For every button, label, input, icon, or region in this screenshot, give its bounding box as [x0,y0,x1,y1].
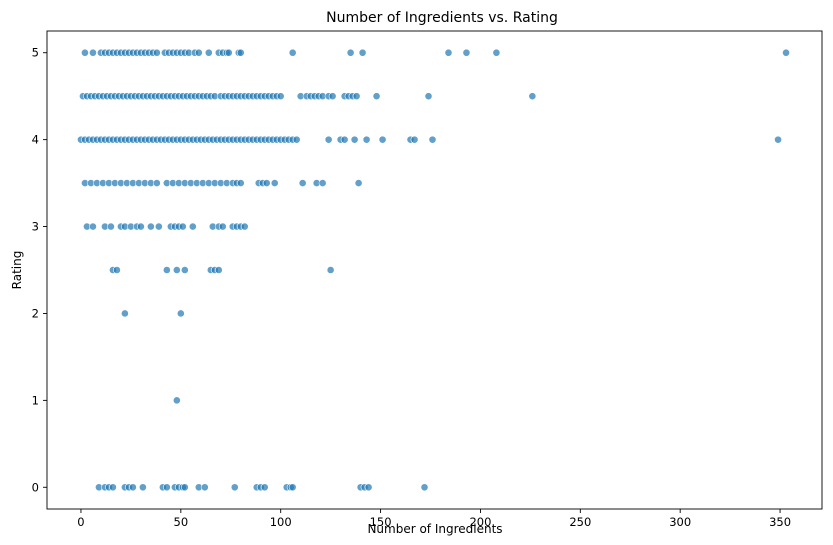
data-point [782,48,790,57]
data-point [178,222,187,231]
data-point [378,135,387,144]
data-point [152,48,161,57]
data-point [362,135,371,144]
data-point [89,222,97,231]
data-point [176,309,185,318]
data-point [288,48,297,57]
data-point [298,179,307,187]
points-layer [77,48,790,492]
data-point [352,92,361,101]
data-point [188,222,197,231]
data-point [162,483,171,492]
data-point [236,179,245,187]
axes-layer [46,30,823,510]
x-tick-label: 100 [270,515,292,529]
data-point [236,48,245,57]
data-point [328,92,337,101]
data-point [492,48,501,57]
x-tick-label: 250 [569,515,591,529]
y-tick-label: 3 [32,220,39,234]
y-tick-label: 4 [32,133,39,147]
y-axis-label: Rating [10,251,24,290]
x-tick-label: 300 [669,515,691,529]
data-point [424,92,433,101]
x-tick-label: 50 [174,515,189,529]
y-axis-ticks: 0 1 2 3 4 5 [32,46,47,494]
data-point [340,135,349,144]
data-point [230,483,239,492]
data-point [260,483,269,492]
data-point [107,222,115,231]
chart-title: Number of Ingredients vs. Rating [326,10,558,26]
data-point [146,222,155,231]
data-point [121,309,129,318]
y-tick-label: 0 [32,480,39,494]
data-point [128,483,137,492]
data-point [288,483,297,492]
data-point [109,483,117,492]
data-point [528,92,537,101]
x-axis-ticks: 0 50 100 150 200 250 300 350 [77,509,791,529]
data-point [214,266,223,274]
data-point [200,483,209,492]
data-point [324,135,333,144]
data-point [462,48,471,57]
data-point [81,48,89,57]
plot-frame [46,30,823,510]
data-point [318,179,327,187]
data-point [358,48,367,57]
data-point [444,48,453,57]
data-point [428,135,437,144]
data-point [270,179,279,187]
data-point [180,483,189,492]
x-axis-label: Number of Ingredients [367,522,502,536]
data-point [162,266,171,274]
data-point [240,222,249,231]
data-point [326,266,335,274]
data-point [113,266,121,274]
data-point [262,179,271,187]
data-point [89,48,97,57]
data-point [364,483,373,492]
x-tick-label: 150 [370,515,392,529]
data-point [354,179,363,187]
data-point [774,135,782,144]
data-point [372,92,381,101]
y-tick-label: 1 [32,393,39,407]
data-point [204,48,213,57]
data-point [154,222,163,231]
data-point [420,483,429,492]
data-point [136,222,145,231]
data-point [152,179,161,187]
data-point [276,92,285,101]
data-point [172,266,181,274]
data-point [346,48,355,57]
x-tick-label: 200 [469,515,491,529]
x-tick-label: 0 [77,515,84,529]
data-point [138,483,147,492]
data-point [180,266,189,274]
y-tick-label: 2 [32,306,39,320]
x-tick-label: 350 [769,515,791,529]
data-point [292,135,301,144]
data-point [410,135,419,144]
data-point [194,48,203,57]
y-tick-label: 5 [32,46,39,60]
data-point [350,135,359,144]
data-point [224,48,233,57]
data-point [172,396,181,405]
data-point [218,222,227,231]
